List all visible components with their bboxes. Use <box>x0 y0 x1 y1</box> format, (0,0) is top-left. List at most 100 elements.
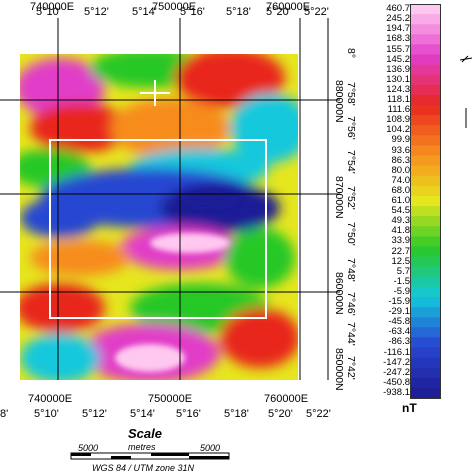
legend-swatch <box>410 286 440 298</box>
legend-tick-label: 155.7 <box>386 43 410 55</box>
legend-tick-label: -45.8 <box>388 316 410 328</box>
top-lon-d: 5°16' <box>180 6 205 18</box>
legend-tick-label: 118.1 <box>386 94 410 105</box>
legend-swatch <box>410 256 440 268</box>
legend-tick-label: -63.4 <box>388 326 410 338</box>
legend-tick-label: -450.8 <box>383 376 410 388</box>
top-lon-b: 5°12' <box>84 6 109 18</box>
scale-left-value: 5000 <box>78 443 99 453</box>
legend-tick-label: 54.5 <box>391 205 411 217</box>
right-lat-7-48: 7°48' <box>345 258 357 282</box>
legend-tick-label: 136.9 <box>386 63 410 75</box>
legend-swatch <box>410 246 440 258</box>
legend-tick-label: -29.1 <box>388 306 410 318</box>
legend-swatch <box>410 115 440 126</box>
color-legend-bar <box>410 4 441 399</box>
top-lon-e: 5°18' <box>226 6 251 18</box>
legend-tick-label: 111.6 <box>387 104 410 116</box>
bottom-lon-0: 8' <box>0 408 9 420</box>
top-lon-a: 5°10' <box>36 6 61 18</box>
bottom-utm-750000E: 750000E <box>148 393 193 405</box>
right-utm-860000N: 860000N <box>333 272 345 315</box>
legend-tick-label: 194.7 <box>386 23 410 35</box>
right-utm-870000N: 870000N <box>333 176 345 219</box>
legend-swatch <box>410 195 440 207</box>
bottom-utm-740000E: 740000E <box>28 393 73 405</box>
legend-swatch <box>410 347 440 359</box>
cropped-overlay-icon <box>459 55 473 128</box>
right-lat-7-54: 7°54' <box>345 150 357 174</box>
legend-swatch <box>410 105 440 116</box>
legend-tick-label: 99.9 <box>391 134 411 146</box>
legend-swatch <box>410 185 440 197</box>
right-lat-7-44: 7°44' <box>345 322 357 346</box>
bottom-lon-1: 5°10' <box>34 408 59 420</box>
legend-swatch <box>410 216 440 227</box>
legend-swatch <box>410 74 440 86</box>
legend-tick-label: 245.2 <box>386 13 410 25</box>
bottom-lon-7: 5°22' <box>306 408 331 420</box>
legend-swatch <box>410 206 440 217</box>
legend-tick-label: 145.2 <box>386 53 410 65</box>
legend-swatch <box>410 14 440 25</box>
scale-title: Scale <box>128 426 162 441</box>
top-lon-f: 5°20' <box>266 6 291 18</box>
legend-tick-label: 168.3 <box>386 33 410 45</box>
right-lat-7-52: 7°52' <box>345 186 357 210</box>
legend-swatch <box>410 266 440 278</box>
legend-tick-label: 108.9 <box>386 114 410 126</box>
right-lat-7-58: 7°58' <box>345 82 357 106</box>
legend-tick-label: 93.6 <box>391 144 411 156</box>
legend-swatch <box>410 135 440 147</box>
legend-swatch <box>410 276 440 288</box>
legend-tick-label: -147.2 <box>383 356 410 368</box>
legend-tick-label: 49.3 <box>391 215 411 227</box>
legend-swatch <box>410 387 440 399</box>
legend-swatch <box>410 307 440 318</box>
legend-swatch <box>410 236 440 248</box>
legend-tick-label: -116.1 <box>383 346 410 358</box>
legend-swatch <box>410 175 440 187</box>
legend-tick-label: -86.3 <box>388 336 410 348</box>
legend-tick-label: 130.1 <box>386 73 410 85</box>
scale-bar <box>70 452 230 460</box>
legend-swatch <box>410 296 440 308</box>
legend-tick-label: 12.5 <box>391 255 411 267</box>
legend-tick-label: -1.5 <box>393 275 410 287</box>
bottom-lon-2: 5°12' <box>82 408 107 420</box>
bottom-lon-4: 5°16' <box>176 408 201 420</box>
legend-swatch <box>410 34 440 46</box>
right-lat-7-56: 7°56' <box>345 116 357 140</box>
bottom-lon-5: 5°18' <box>224 408 249 420</box>
legend-tick-label: 41.8 <box>391 225 411 237</box>
legend-border <box>410 4 441 399</box>
study-area-outline <box>49 139 267 319</box>
legend-tick-label: -247.2 <box>383 366 410 378</box>
crosshair-marker-icon <box>140 80 170 106</box>
right-lat-7-46: 7°46' <box>345 292 357 316</box>
legend-swatch <box>410 54 440 66</box>
legend-tick-label: 5.7 <box>396 265 410 277</box>
legend-swatch <box>410 94 440 106</box>
legend-swatch <box>410 4 440 15</box>
legend-tick-label: -5.9 <box>393 285 410 297</box>
bottom-utm-760000E: 760000E <box>264 393 309 405</box>
legend-tick-label: -15.9 <box>388 296 410 307</box>
bottom-lon-6: 5°20' <box>268 408 293 420</box>
magnetic-anomaly-map <box>0 18 340 380</box>
legend-swatch <box>410 337 440 349</box>
legend-swatch <box>410 84 440 96</box>
bottom-lon-3: 5°14' <box>130 408 155 420</box>
top-lon-c: 5°14' <box>132 6 157 18</box>
legend-tick-label: 124.3 <box>386 83 410 95</box>
legend-swatch <box>410 317 440 328</box>
right-lat-7-50: 7°50' <box>345 222 357 246</box>
scale-right-value: 5000 <box>200 443 221 453</box>
legend-tick-label: 61.0 <box>391 195 411 206</box>
legend-swatch <box>410 226 440 237</box>
legend-swatch <box>410 155 440 167</box>
legend-tick-label: 86.3 <box>391 154 411 166</box>
projection-label: WGS 84 / UTM zone 31N <box>92 463 195 473</box>
legend-swatch <box>410 125 440 136</box>
legend-swatch <box>410 44 440 56</box>
